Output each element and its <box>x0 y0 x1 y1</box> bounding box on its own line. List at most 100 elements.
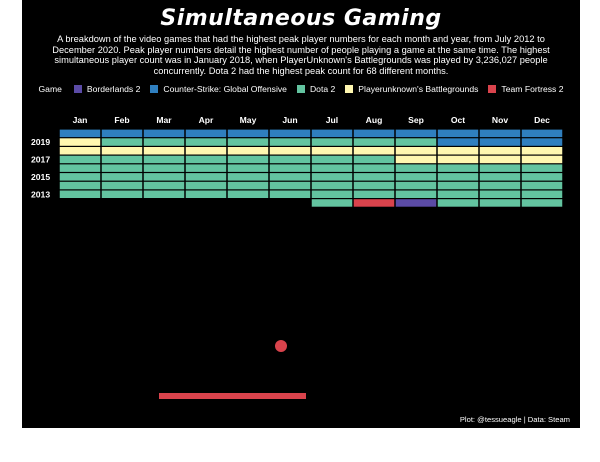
heatmap-cell <box>143 173 185 181</box>
month-label: Mar <box>156 115 172 125</box>
chart-title: Simultaneous Gaming <box>160 6 442 31</box>
heatmap-cell <box>143 147 185 155</box>
heatmap-cell <box>227 155 269 164</box>
heatmap-cell <box>437 138 479 146</box>
heatmap-cell <box>479 138 521 146</box>
heatmap-cell <box>311 129 353 138</box>
legend-title: Game <box>38 84 62 94</box>
heatmap-cell <box>185 129 227 138</box>
heatmap-cell <box>395 155 437 164</box>
heatmap-cell <box>353 147 395 155</box>
heatmap-cell <box>101 164 143 172</box>
heatmap-cell <box>521 173 563 181</box>
heatmap-cell <box>437 129 479 138</box>
chart-panel: Simultaneous Gaming A breakdown of the v… <box>22 0 580 428</box>
heatmap-cell <box>521 199 563 207</box>
month-label: Oct <box>451 115 465 125</box>
heatmap-cell <box>353 155 395 164</box>
heatmap-cell <box>437 181 479 190</box>
heatmap-cell <box>521 181 563 190</box>
caption: Plot: @tessueagle | Data: Steam <box>459 415 570 424</box>
month-label: Nov <box>492 115 508 125</box>
heatmap-cell <box>479 173 521 181</box>
heatmap-cell <box>227 181 269 190</box>
heatmap-cell <box>395 181 437 190</box>
heatmap-cell <box>101 173 143 181</box>
month-label: Jul <box>326 115 338 125</box>
month-labels: Jan Feb Mar Apr May Jun Jul Aug Sep Oct Nov Dec <box>73 115 551 125</box>
legend-swatch-dota-2 <box>296 85 305 93</box>
heatmap-cell <box>185 190 227 198</box>
decorative-bar <box>159 393 306 399</box>
heatmap-cell <box>227 173 269 181</box>
heatmap-cell <box>185 164 227 172</box>
heatmap-cell <box>59 164 101 172</box>
heatmap-cell <box>395 164 437 172</box>
legend-swatch-borderlands-2 <box>73 85 82 93</box>
heatmap-cell <box>227 129 269 138</box>
month-label: Aug <box>366 115 383 125</box>
year-label: 2017 <box>31 154 50 164</box>
heatmap-cell <box>59 155 101 164</box>
heatmap-cell <box>185 155 227 164</box>
heatmap-cell <box>227 138 269 146</box>
heatmap-cell <box>437 190 479 198</box>
legend-swatch-pubg <box>345 85 354 93</box>
legend-item-dota-2: Dota 2 <box>296 84 335 94</box>
heatmap-cell <box>437 173 479 181</box>
legend: Game Borderlands 2 Counter-Strike: Globa… <box>22 82 580 96</box>
heatmap-cell <box>59 181 101 190</box>
heatmap-cell <box>227 147 269 155</box>
heatmap-cell <box>269 155 311 164</box>
heatmap-cell <box>185 173 227 181</box>
legend-label-team-fortress-2: Team Fortress 2 <box>501 84 564 94</box>
heatmap-cell <box>59 190 101 198</box>
heatmap-cell <box>311 155 353 164</box>
heatmap-cell <box>521 129 563 138</box>
month-label: Dec <box>534 115 550 125</box>
heatmap-cell <box>143 164 185 172</box>
heatmap-cell <box>437 155 479 164</box>
month-label: Jan <box>73 115 88 125</box>
heatmap-cells <box>59 129 563 207</box>
heatmap-cell <box>101 181 143 190</box>
heatmap-cell <box>353 190 395 198</box>
heatmap-cell <box>101 129 143 138</box>
heatmap-cell <box>101 147 143 155</box>
month-label: Apr <box>199 115 214 125</box>
legend-label-csgo: Counter-Strike: Global Offensive <box>163 84 287 94</box>
heatmap-cell <box>353 138 395 146</box>
month-label: Feb <box>114 115 129 125</box>
heatmap-cell <box>311 138 353 146</box>
heatmap-cell <box>311 190 353 198</box>
heatmap-cell <box>353 164 395 172</box>
heatmap-cell <box>395 138 437 146</box>
heatmap-cell <box>521 190 563 198</box>
heatmap-cell <box>185 181 227 190</box>
heatmap-cell <box>59 138 101 146</box>
heatmap-cell <box>479 129 521 138</box>
heatmap-cell <box>395 147 437 155</box>
heatmap-cell <box>269 190 311 198</box>
decorative-shapes <box>159 340 306 399</box>
heatmap-cell <box>143 181 185 190</box>
heatmap-cell <box>521 155 563 164</box>
heatmap-cell <box>227 190 269 198</box>
heatmap-cell <box>311 199 353 207</box>
heatmap-cell <box>269 138 311 146</box>
heatmap-cell <box>269 164 311 172</box>
heatmap-cell <box>269 173 311 181</box>
heatmap-cell <box>59 147 101 155</box>
heatmap-cell <box>311 181 353 190</box>
heatmap-cell <box>101 155 143 164</box>
heatmap-cell <box>521 164 563 172</box>
legend-item-csgo: Counter-Strike: Global Offensive <box>150 84 287 94</box>
heatmap-cell <box>353 173 395 181</box>
legend-item-borderlands-2: Borderlands 2 <box>73 84 140 94</box>
heatmap-cell <box>143 190 185 198</box>
heatmap-cell <box>101 138 143 146</box>
decorative-dot <box>275 340 287 352</box>
month-label: May <box>240 115 257 125</box>
heatmap-cell <box>479 181 521 190</box>
legend-item-team-fortress-2: Team Fortress 2 <box>488 84 564 94</box>
